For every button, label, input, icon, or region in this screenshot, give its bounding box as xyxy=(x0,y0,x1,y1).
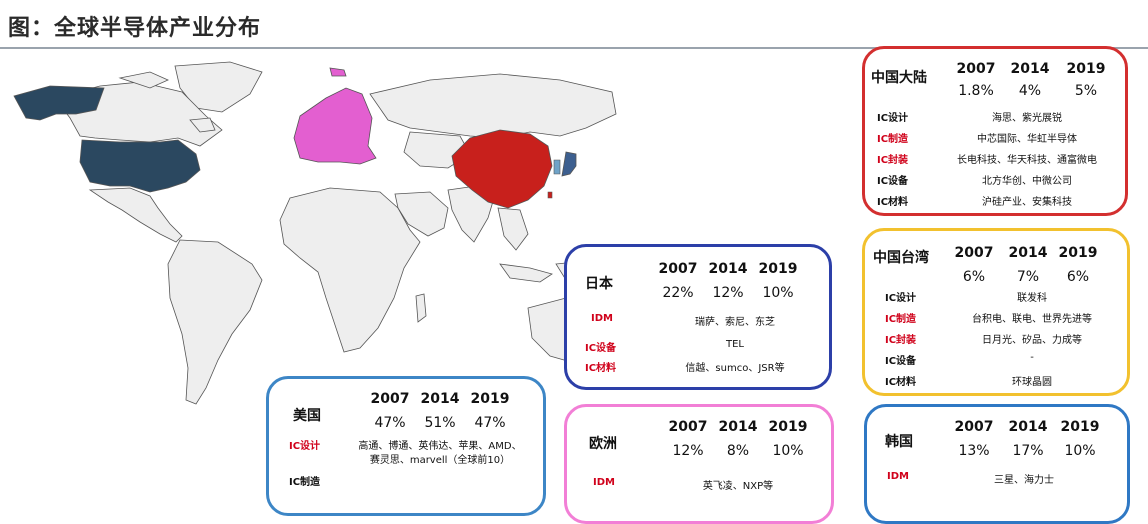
row-label: IC材料 xyxy=(885,377,917,388)
row-label: IC制造 xyxy=(877,134,909,145)
row-value: 瑞萨、索尼、东芝 xyxy=(695,317,775,328)
taiwan-region xyxy=(547,191,553,199)
korea-region xyxy=(553,159,561,175)
year-label: 2007 xyxy=(370,391,410,407)
row-value: 海思、紫光展锐 xyxy=(992,113,1062,124)
row-label: IC材料 xyxy=(585,363,617,374)
row-value: 北方华创、中微公司 xyxy=(982,176,1072,187)
region-title: 欧洲 xyxy=(589,436,617,452)
korea-card: 韩国 2007 2014 2019 13% 17% 10% IDM 三星、海力士 xyxy=(864,404,1130,524)
usa-region xyxy=(79,139,201,193)
row-label: IC设备 xyxy=(885,356,917,367)
year-label: 2019 xyxy=(768,419,808,435)
europe-region-north xyxy=(329,67,347,77)
row-label: IDM xyxy=(593,477,615,488)
share-value: 17% xyxy=(1012,443,1044,459)
share-value: 7% xyxy=(1016,269,1040,285)
row-label: IC材料 xyxy=(877,197,909,208)
region-title: 日本 xyxy=(585,276,613,292)
mexico xyxy=(88,187,183,243)
share-value: 8% xyxy=(726,443,750,459)
share-value: 22% xyxy=(662,285,694,301)
japan-region xyxy=(561,151,577,177)
russia xyxy=(369,73,617,139)
china-region xyxy=(451,129,553,209)
europe-region xyxy=(293,87,377,165)
year-label: 2014 xyxy=(420,391,460,407)
africa xyxy=(279,187,421,353)
year-label: 2019 xyxy=(470,391,510,407)
year-label: 2014 xyxy=(1010,61,1050,77)
row-label: IDM xyxy=(591,313,613,324)
row-value: 英飞凌、NXP等 xyxy=(702,481,774,492)
share-value: 12% xyxy=(672,443,704,459)
share-value: 10% xyxy=(772,443,804,459)
row-label: IC制造 xyxy=(885,314,917,325)
row-value: 信越、sumco、JSR等 xyxy=(685,363,785,374)
south-america xyxy=(167,239,263,405)
row-label: IC设计 xyxy=(885,293,917,304)
china-card: 中国大陆 2007 2014 2019 1.8% 4% 5% IC设计 海思、紫… xyxy=(862,46,1128,216)
share-value: 10% xyxy=(762,285,794,301)
row-label: IC封装 xyxy=(885,335,917,346)
share-value: 5% xyxy=(1074,83,1098,99)
row-value: 台积电、联电、世界先进等 xyxy=(972,314,1092,325)
year-label: 2014 xyxy=(1008,245,1048,261)
row-label: IC设备 xyxy=(585,343,617,354)
row-value: 高通、博通、英伟达、苹果、AMD、 xyxy=(358,441,522,452)
row-value: - xyxy=(1030,352,1034,363)
region-title: 中国大陆 xyxy=(871,70,927,86)
row-value: 三星、海力士 xyxy=(994,475,1054,486)
row-label: IDM xyxy=(887,471,909,482)
share-value: 51% xyxy=(424,415,456,431)
region-title: 中国台湾 xyxy=(873,250,929,266)
row-value: 赛灵思、marvell（全球前10） xyxy=(369,455,511,466)
share-value: 6% xyxy=(1066,269,1090,285)
share-value: 12% xyxy=(712,285,744,301)
share-value: 47% xyxy=(474,415,506,431)
title-divider xyxy=(0,47,1148,49)
europe-card: 欧洲 2007 2014 2019 12% 8% 10% IDM 英飞凌、NXP… xyxy=(564,404,834,524)
row-label: IC制造 xyxy=(289,477,321,488)
row-value: 日月光、矽品、力成等 xyxy=(982,335,1082,346)
year-label: 2014 xyxy=(708,261,748,277)
row-label: IC设备 xyxy=(877,176,909,187)
row-value: 环球晶圆 xyxy=(1012,377,1052,388)
page-title: 图：全球半导体产业分布 xyxy=(8,16,262,41)
year-label: 2007 xyxy=(956,61,996,77)
japan-card: 日本 2007 2014 2019 22% 12% 10% IDM 瑞萨、索尼、… xyxy=(564,244,832,390)
usa-card: 美国 2007 2014 2019 47% 51% 47% IC设计 高通、博通… xyxy=(266,376,546,516)
row-label: IC封装 xyxy=(877,155,909,166)
share-value: 10% xyxy=(1064,443,1096,459)
year-label: 2014 xyxy=(1008,419,1048,435)
year-label: 2007 xyxy=(658,261,698,277)
row-value: 联发科 xyxy=(1017,293,1047,304)
year-label: 2007 xyxy=(668,419,708,435)
greenland xyxy=(174,61,263,113)
row-value: 长电科技、华天科技、通富微电 xyxy=(957,155,1097,166)
share-value: 1.8% xyxy=(958,83,994,99)
row-value: 中芯国际、华虹半导体 xyxy=(977,134,1077,145)
year-label: 2019 xyxy=(1066,61,1106,77)
share-value: 13% xyxy=(958,443,990,459)
year-label: 2019 xyxy=(1058,245,1098,261)
year-label: 2007 xyxy=(954,419,994,435)
share-value: 4% xyxy=(1018,83,1042,99)
year-label: 2014 xyxy=(718,419,758,435)
year-label: 2019 xyxy=(758,261,798,277)
share-value: 47% xyxy=(374,415,406,431)
row-label: IC设计 xyxy=(289,441,321,452)
region-title: 韩国 xyxy=(885,434,913,450)
row-value: TEL xyxy=(726,339,744,350)
share-value: 6% xyxy=(962,269,986,285)
region-title: 美国 xyxy=(293,408,321,424)
alaska-region xyxy=(13,85,105,121)
row-value: 沪硅产业、安集科技 xyxy=(982,197,1072,208)
year-label: 2007 xyxy=(954,245,994,261)
taiwan-card: 中国台湾 2007 2014 2019 6% 7% 6% IC设计 联发科 IC… xyxy=(862,228,1130,396)
year-label: 2019 xyxy=(1060,419,1100,435)
row-label: IC设计 xyxy=(877,113,909,124)
